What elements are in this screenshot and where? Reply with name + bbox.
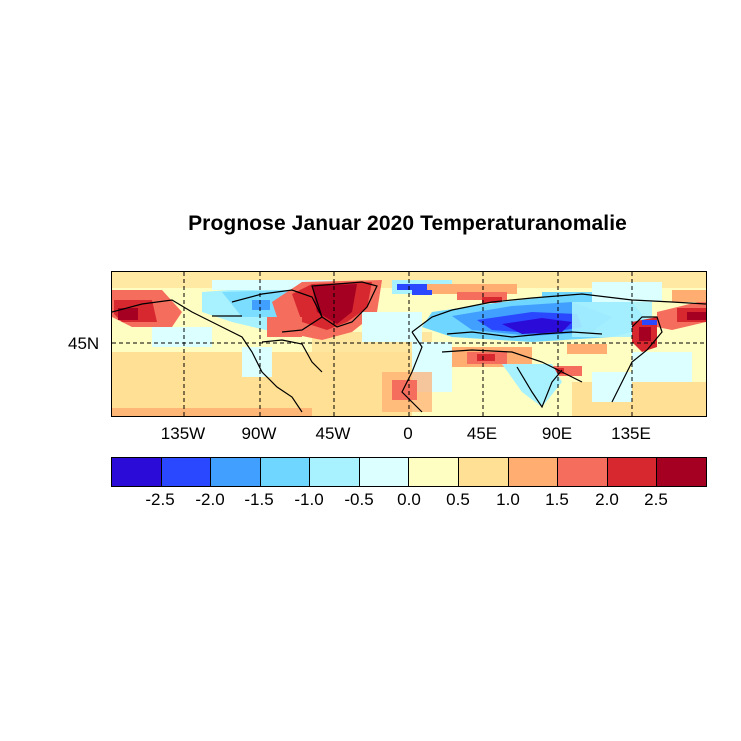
lon-label: 0 [403, 424, 413, 443]
map-canvas [112, 272, 706, 416]
lon-label: 45E [466, 424, 498, 443]
chart-title: Prognose Januar 2020 Temperaturanomalie [188, 212, 627, 235]
colorbar-label: -2.5 [145, 490, 175, 509]
anomaly-map [111, 271, 707, 417]
lat-label-45n: 45N [68, 334, 100, 353]
colorbar-swatch [211, 458, 261, 486]
colorbar-label: -0.5 [344, 490, 374, 509]
colorbar-swatch [260, 458, 311, 486]
colorbar-swatch [359, 458, 410, 486]
colorbar-swatch [558, 458, 608, 486]
lon-label: 90W [241, 424, 277, 443]
colorbar-swatch [161, 458, 212, 486]
lon-label: 135E [611, 424, 651, 443]
colorbar-label: 1.0 [496, 490, 520, 509]
colorbar-swatch [459, 458, 509, 486]
lon-label: 45W [315, 424, 351, 443]
lon-axis-labels: 135W 90W 45W 0 45E 90E 135E [0, 424, 741, 446]
colorbar-labels: -2.5 -2.0 -1.5 -1.0 -0.5 0.0 0.5 1.0 1.5… [0, 490, 741, 512]
colorbar-swatch [112, 458, 162, 486]
colorbar-label: 0.0 [397, 490, 421, 509]
colorbar-label: -1.0 [294, 490, 324, 509]
colorbar-swatch [310, 458, 360, 486]
lon-label: 135W [160, 424, 206, 443]
colorbar [111, 457, 707, 487]
colorbar-swatch [508, 458, 559, 486]
colorbar-label: -1.5 [244, 490, 274, 509]
colorbar-label: 0.5 [446, 490, 470, 509]
colorbar-label: -2.0 [195, 490, 225, 509]
colorbar-label: 2.0 [595, 490, 619, 509]
colorbar-swatch [409, 458, 460, 486]
colorbar-label: 1.5 [545, 490, 569, 509]
colorbar-swatch [657, 458, 706, 486]
colorbar-swatch [607, 458, 658, 486]
colorbar-label: 2.5 [644, 490, 668, 509]
lon-label: 90E [541, 424, 573, 443]
